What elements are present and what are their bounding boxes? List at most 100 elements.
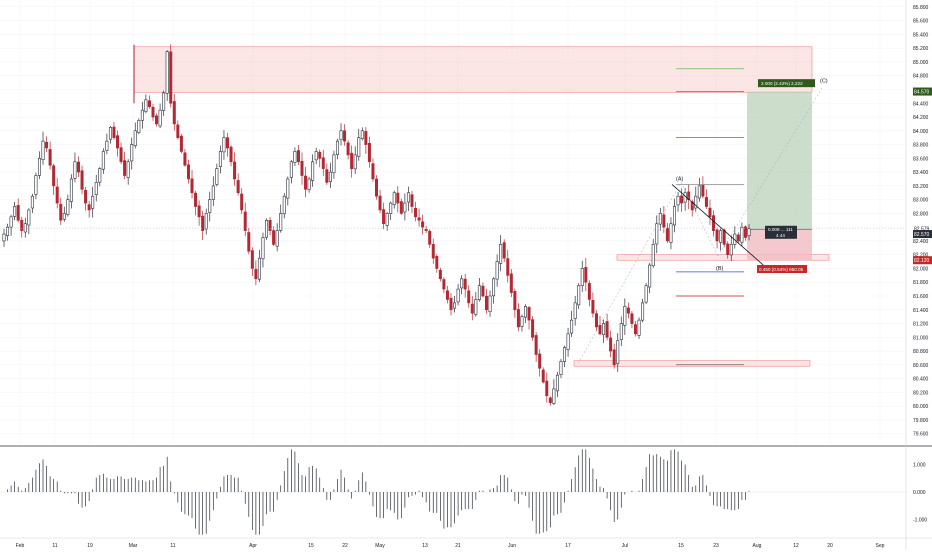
target-price-tag-box (913, 87, 932, 96)
candle-body (587, 283, 591, 300)
candle-body (357, 137, 361, 157)
candle-body (20, 219, 24, 231)
candle-body (584, 267, 588, 283)
time-tick-label: Mar (129, 543, 138, 549)
candle-body (541, 369, 545, 383)
candle-body (594, 313, 598, 328)
candle-body (552, 388, 556, 404)
candle-body (16, 205, 20, 221)
price-tick-label: 79.600 (913, 432, 929, 438)
candle-body (133, 130, 137, 146)
candle-body (311, 161, 315, 181)
price-tick-label: 81.200 (913, 322, 929, 328)
candle-body (609, 337, 613, 352)
entry-zone (616, 254, 830, 261)
candle-body (158, 109, 162, 127)
candle-body (499, 244, 503, 264)
candle-body (218, 151, 222, 167)
candle-body (296, 150, 300, 163)
candle-body (736, 234, 740, 242)
candle-body (701, 184, 705, 197)
time-tick-label: 15 (308, 543, 314, 549)
osc-tick-label: 1.000 (913, 463, 926, 469)
wave-path-3 (717, 87, 823, 257)
candle-body (339, 130, 343, 141)
candle-body (516, 309, 520, 328)
candle-body (509, 273, 513, 293)
price-tick-label: 80.200 (913, 390, 929, 396)
candle-body (523, 306, 527, 318)
candle-body (403, 202, 407, 213)
candle-body (59, 203, 63, 221)
candle-body (233, 161, 237, 180)
time-tick-label: May (375, 543, 385, 549)
candle-body (470, 303, 474, 314)
candle-body (545, 380, 549, 397)
candle-body (48, 149, 52, 166)
labels-layer: (A) (B) (C) 2.000 (2.42%) 2,222 0.009 ... 11… (676, 79, 932, 274)
candle-body (712, 215, 716, 231)
candle-body (414, 208, 418, 218)
candle-body (641, 302, 645, 321)
wave-path-1 (577, 182, 682, 364)
candle-body (346, 142, 350, 156)
candle-body (94, 182, 98, 195)
candle-body (424, 228, 428, 231)
candle-body (392, 192, 396, 206)
candle-body (708, 207, 712, 218)
candle-body (332, 154, 336, 174)
price-tick-label: 82.200 (913, 253, 929, 259)
candle-body (80, 170, 84, 190)
candle-body (204, 213, 208, 230)
price-tick-label: 84.400 (913, 101, 929, 107)
profit-zone (747, 91, 812, 230)
candle-body (87, 204, 91, 211)
candle-body (257, 257, 261, 280)
candle-body (222, 137, 226, 153)
candle-body (2, 233, 6, 242)
price-tick-label: 85.400 (913, 32, 929, 38)
candle-body (275, 230, 279, 247)
wave-label-c: (C) (820, 79, 828, 85)
candle-body (399, 201, 403, 214)
target-label-text: 2.000 (2.42%) 2,222 (761, 81, 803, 86)
candle-body (463, 278, 467, 290)
candle-body (683, 192, 687, 203)
candle-body (215, 168, 219, 185)
price-tick-label: 80.600 (913, 363, 929, 369)
candle-body (520, 316, 524, 327)
candle-body (662, 214, 666, 228)
candle-body (374, 178, 378, 197)
candle-body (116, 135, 120, 149)
candle-body (23, 223, 27, 233)
supply-zone (133, 46, 813, 93)
time-tick-label: 23 (713, 543, 719, 549)
stop-price-tag-text: 82.120 (914, 258, 930, 264)
candle-body (300, 160, 304, 176)
price-tick-label: 79.800 (913, 418, 929, 424)
osc-tick-label: 0.000 (913, 490, 926, 496)
candle-body (162, 92, 166, 111)
candle-body (186, 164, 190, 180)
candle-body (747, 228, 751, 236)
candle-body (151, 106, 155, 118)
candle-body (676, 195, 680, 206)
candle-body (367, 142, 371, 163)
candle-body (165, 51, 169, 94)
candle-body (229, 146, 233, 163)
candle-body (591, 299, 595, 314)
candle-body (77, 161, 81, 173)
candle-body (633, 324, 637, 335)
trend-line (671, 184, 772, 273)
entry-label-text-2: 4.44 (776, 233, 785, 238)
candle-body (250, 250, 254, 269)
candle-body (630, 313, 634, 324)
candle-body (438, 269, 442, 280)
candle-body (697, 185, 701, 199)
candle-body (385, 213, 389, 226)
candle-body (389, 202, 393, 214)
price-tick-label: 84.000 (913, 129, 929, 135)
